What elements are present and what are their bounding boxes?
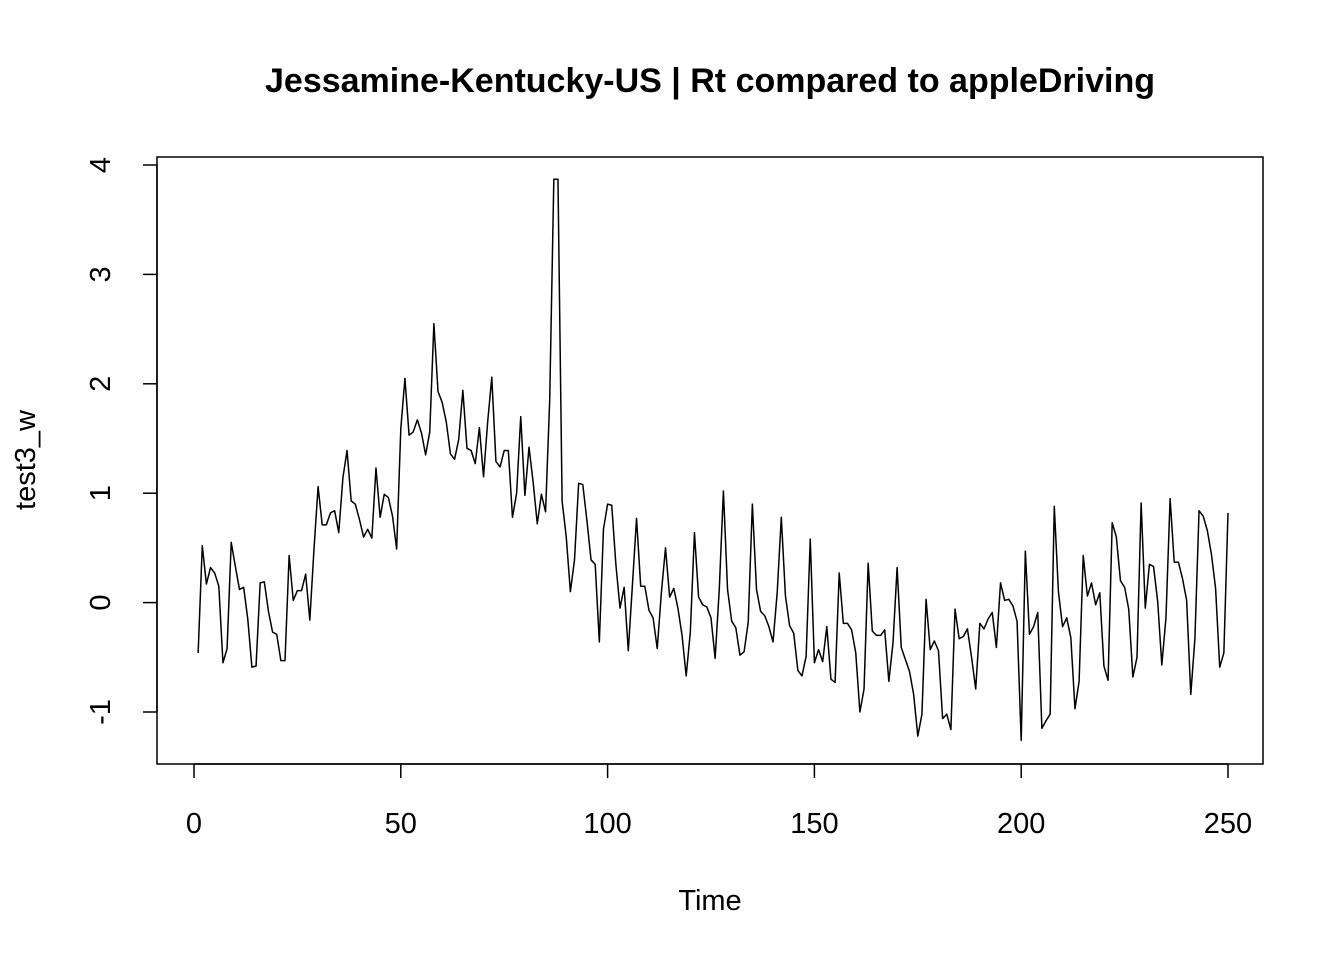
y-tick-label: 0	[85, 595, 117, 611]
x-tick-label: 250	[1204, 808, 1252, 840]
y-tick-label: 1	[85, 485, 117, 501]
x-tick-label: 0	[186, 808, 202, 840]
y-axis: -1 0 1 2 3 4	[85, 157, 158, 725]
x-tick-label: 150	[790, 808, 838, 840]
x-tick-label: 200	[997, 808, 1045, 840]
x-axis: 0 50 100 150 200 250	[186, 763, 1252, 840]
x-tick-label: 100	[583, 808, 631, 840]
y-tick-label: -1	[85, 699, 117, 725]
x-tick-label: 50	[385, 808, 417, 840]
plot-frame	[156, 156, 1264, 765]
chart-title: Jessamine-Kentucky-US | Rt compared to a…	[265, 62, 1155, 100]
y-tick-label: 4	[85, 157, 117, 173]
y-axis-title: test3_w	[10, 409, 42, 510]
y-tick-label: 3	[85, 266, 117, 282]
y-tick-label: 2	[85, 376, 117, 392]
series-line	[197, 178, 1229, 742]
x-axis-title: Time	[678, 885, 741, 917]
